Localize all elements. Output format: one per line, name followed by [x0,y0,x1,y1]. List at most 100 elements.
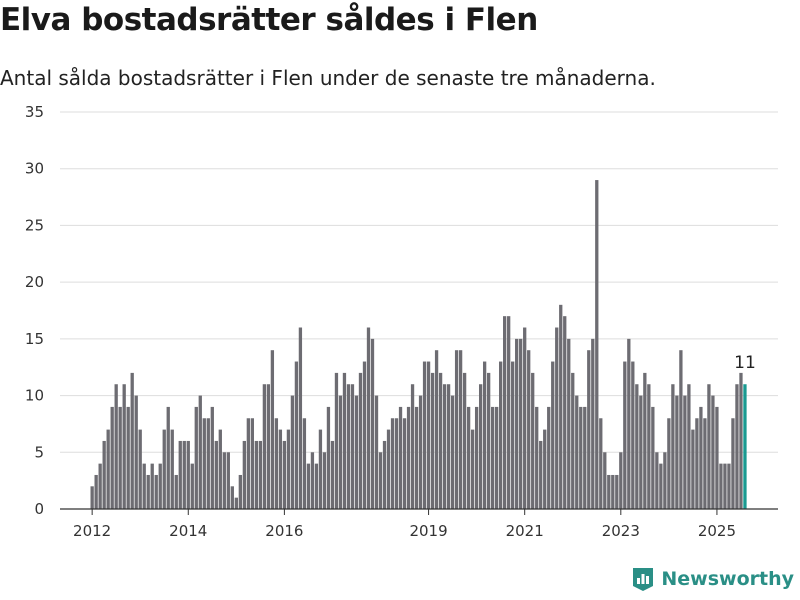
bar [719,463,723,509]
bar [162,429,166,509]
y-tick-label: 30 [25,160,44,178]
bar [282,440,287,509]
bar [739,372,743,509]
y-tick-label: 5 [34,443,44,461]
bar [523,327,527,509]
bar [515,338,519,509]
chart-title: Elva bostadsrätter såldes i Flen [0,2,538,38]
x-tick-label: 2021 [506,522,544,540]
bar [246,418,250,509]
brand-name: Newsworthy [661,568,794,590]
bar [370,338,375,509]
bar [531,372,535,509]
bar [410,384,415,509]
bar [138,429,142,509]
y-tick-label: 0 [34,500,44,518]
bar [394,418,399,509]
bar [651,406,655,509]
newsworthy-logo: Newsworthy [631,566,794,592]
bar [182,440,186,509]
bar [539,440,543,509]
bar [386,429,391,509]
bar [527,350,531,509]
bar [635,384,639,509]
bar [314,463,319,509]
bar [426,361,431,509]
bar [623,361,627,509]
bar [663,452,667,509]
bar [454,350,459,509]
bar [170,429,174,509]
x-tick-label: 2012 [73,522,111,540]
bar-latest [743,384,747,509]
bar [266,384,271,509]
bar [631,361,635,509]
bar [346,384,351,509]
bar [478,384,483,509]
bar [607,474,611,509]
bar [587,350,591,509]
bar [611,474,615,509]
bar [603,452,607,509]
bar [615,474,619,509]
bar [579,406,583,509]
bar [715,406,719,509]
bar [639,395,643,509]
bar [398,406,403,509]
bar [294,361,299,509]
bar [487,372,491,509]
y-tick-label: 25 [25,216,44,234]
bar [707,384,711,509]
bar [330,440,335,509]
bar [238,474,242,509]
bar [675,395,679,509]
bar [174,474,178,509]
bar [474,406,479,509]
bar [418,395,423,509]
bar [354,395,359,509]
bar [691,429,695,509]
bar [695,418,699,509]
bar [218,429,222,509]
bar [146,474,150,509]
bar [214,440,218,509]
bar [438,372,443,509]
bar [627,338,631,509]
bar [130,372,134,509]
bar [222,452,226,509]
bar [270,350,275,509]
bar [647,384,651,509]
bar [547,406,551,509]
bar [274,418,279,509]
bar [519,338,523,509]
bar [322,452,327,509]
bar [655,452,659,509]
bar [198,395,202,509]
bar [298,327,303,509]
bar [551,361,555,509]
y-tick-label: 20 [25,273,44,291]
y-tick-label: 15 [25,330,44,348]
bar [90,486,94,509]
bar [458,350,463,509]
bar [202,418,206,509]
bar [402,418,407,509]
bar [567,338,571,509]
bar [591,338,595,509]
bar [735,384,739,509]
bar [362,361,367,509]
bar [166,406,170,509]
bar [342,372,347,509]
bar [150,463,154,509]
bar [687,384,691,509]
bar [543,429,547,509]
bar [643,372,647,509]
bar [703,418,707,509]
newsworthy-logo-icon [633,568,654,591]
bar [619,452,623,509]
bar [571,372,575,509]
bar [430,372,435,509]
bar [190,463,194,509]
bar [583,406,587,509]
